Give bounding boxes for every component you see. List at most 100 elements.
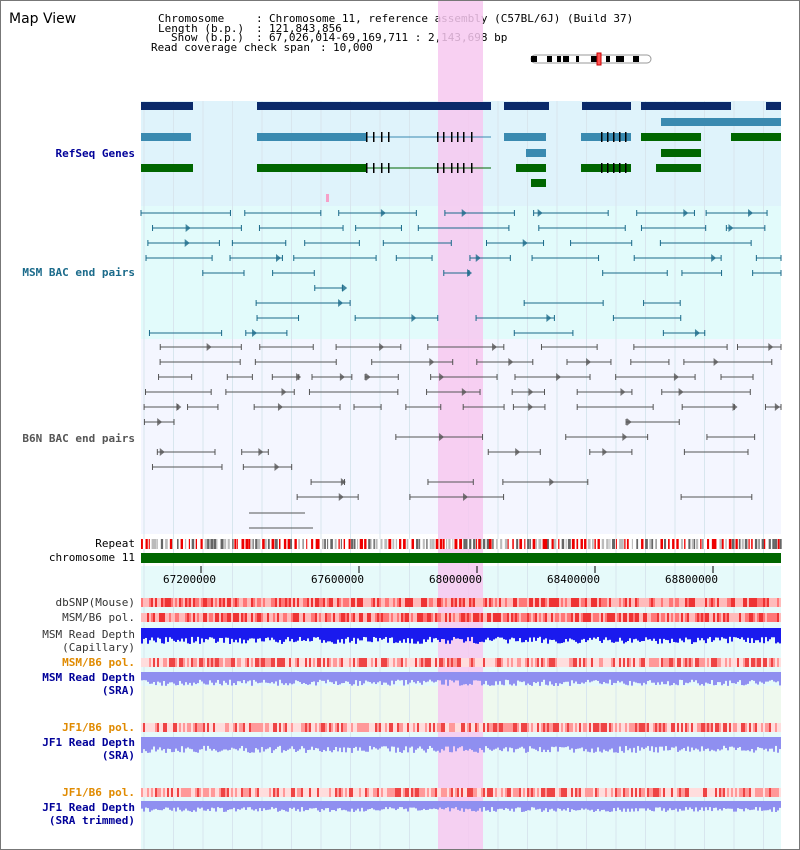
repeat-element: [504, 539, 508, 549]
msm-read-depth-capillary: [687, 628, 689, 640]
msm-b6-polymorphism-sra: [503, 658, 505, 667]
msm-b6-polymorphism-sra: [381, 658, 383, 667]
msm-read-depth-capillary: [513, 628, 515, 639]
msm-read-depth-sra: [609, 672, 611, 680]
msm-read-depth-capillary: [545, 628, 547, 639]
msm-read-depth-capillary: [585, 628, 587, 643]
msm-b6-polymorphism: [705, 613, 707, 622]
msm-b6-polymorphism-sra: [537, 658, 539, 667]
jf1-read-depth-sra: [429, 737, 431, 746]
msm-read-depth-capillary: [541, 628, 543, 643]
msm-b6-polymorphism-sra: [651, 658, 653, 667]
repeat-element: [373, 539, 375, 549]
jf1-read-depth-trimmed: [469, 801, 471, 809]
dbsnp-density: [745, 598, 747, 607]
repeat-element: [532, 539, 536, 549]
repeat-element: [370, 539, 372, 549]
msm-b6-polymorphism: [157, 613, 159, 622]
msm-b6-polymorphism-sra: [633, 658, 635, 667]
jf1-read-depth-sra: [631, 737, 633, 753]
jf1-b6-polymorphism: [585, 723, 587, 732]
refseq-gene: [141, 164, 193, 172]
dbsnp-density: [689, 598, 691, 607]
jf1-read-depth-sra: [673, 737, 675, 748]
jf1-read-depth-trimmed: [699, 801, 701, 810]
jf1-read-depth-sra: [749, 737, 751, 752]
jf1-read-depth-sra: [753, 737, 755, 753]
msm-read-depth-capillary: [231, 628, 233, 639]
msm-read-depth-sra: [321, 672, 323, 681]
msm-read-depth-sra: [407, 672, 409, 685]
msm-read-depth-capillary: [167, 628, 169, 642]
jf1-b6-polymorphism-2: [155, 788, 157, 797]
msm-b6-polymorphism-sra: [395, 658, 397, 667]
msm-b6-polymorphism-sra: [609, 658, 611, 667]
dbsnp-density: [251, 598, 253, 607]
msm-b6-polymorphism: [495, 613, 497, 622]
jf1-b6-polymorphism-2: [307, 788, 309, 797]
jf1-b6-polymorphism-2: [299, 788, 301, 797]
msm-b6-polymorphism-sra: [215, 658, 217, 667]
msm-b6-polymorphism: [233, 613, 235, 622]
jf1-read-depth-sra: [339, 737, 341, 748]
jf1-read-depth-trimmed: [411, 801, 413, 808]
msm-read-depth-sra: [473, 672, 475, 681]
msm-b6-polymorphism-sra: [687, 658, 689, 667]
msm-b6-polymorphism: [159, 613, 161, 622]
jf1-read-depth-trimmed: [415, 801, 417, 809]
repeat-element: [380, 539, 383, 549]
msm-b6-polymorphism: [195, 613, 197, 622]
dbsnp-density: [299, 598, 301, 607]
msm-read-depth-sra: [521, 672, 523, 683]
jf1-read-depth-trimmed: [231, 801, 233, 810]
msm-read-depth-sra: [225, 672, 227, 683]
msm-b6-polymorphism-sra: [193, 658, 195, 667]
exon-marker: [366, 132, 368, 142]
jf1-read-depth-sra: [617, 737, 619, 753]
jf1-b6-polymorphism: [379, 723, 381, 732]
msm-b6-polymorphism: [641, 613, 643, 622]
repeat-element: [676, 539, 679, 549]
msm-read-depth-sra: [435, 672, 437, 682]
dbsnp-density: [431, 598, 433, 607]
dbsnp-density: [531, 598, 533, 607]
msm-read-depth-sra: [657, 672, 659, 683]
msm-b6-polymorphism-sra: [777, 658, 779, 667]
repeat-element: [324, 539, 326, 549]
jf1-read-depth-trimmed: [337, 801, 339, 809]
msm-b6-polymorphism: [469, 613, 471, 622]
msm-b6-polymorphism-sra: [527, 658, 529, 667]
msm-b6-polymorphism-sra: [737, 658, 739, 667]
repeat-element: [476, 539, 478, 549]
jf1-b6-polymorphism-2: [367, 788, 369, 797]
jf1-read-depth-trimmed: [553, 801, 555, 811]
jf1-b6-polymorphism-2: [703, 788, 705, 797]
msm-read-depth-sra: [701, 672, 703, 685]
jf1-b6-polymorphism-2: [543, 788, 545, 797]
refseq-gene: [504, 102, 549, 110]
msm-read-depth-capillary: [175, 628, 177, 642]
msm-read-depth-capillary: [605, 628, 607, 638]
msm-b6-polymorphism: [557, 613, 559, 622]
msm-b6-polymorphism: [181, 613, 183, 622]
repeat-element: [547, 539, 549, 549]
b6n-bac-end-pair-arrow: [713, 358, 719, 366]
msm-read-depth-sra: [457, 672, 459, 681]
jf1-b6-polymorphism-2: [549, 788, 551, 797]
jf1-read-depth-sra: [457, 737, 459, 749]
dbsnp-density: [201, 598, 203, 607]
msm-read-depth-capillary: [511, 628, 513, 638]
jf1-b6-polymorphism-2: [591, 788, 593, 797]
jf1-read-depth-sra: [443, 737, 445, 751]
jf1-b6-polymorphism: [281, 723, 283, 732]
msm-b6-polymorphism-sra: [375, 658, 377, 667]
msm-read-depth-sra: [477, 672, 479, 681]
jf1-read-depth-trimmed: [431, 801, 433, 810]
msm-b6-polymorphism: [367, 613, 369, 622]
jf1-b6-polymorphism-2: [447, 788, 449, 797]
jf1-read-depth-trimmed: [751, 801, 753, 810]
msm-b6-polymorphism: [435, 613, 437, 622]
msm-b6-polymorphism-sra: [639, 658, 641, 667]
dbsnp-density: [479, 598, 481, 607]
